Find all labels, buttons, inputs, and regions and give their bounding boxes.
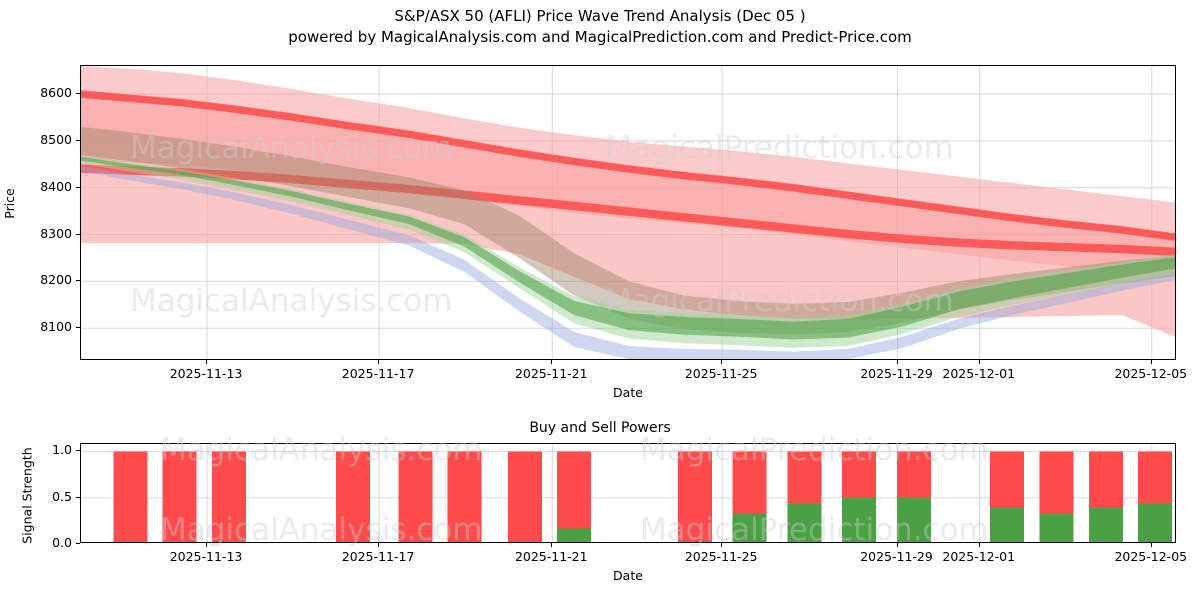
bar-buy-power: [990, 507, 1025, 542]
price-y-tick-mark: [76, 139, 80, 141]
signal-y-tick-label: 1.0: [52, 442, 72, 458]
price-y-tick-label: 8100: [40, 319, 72, 335]
price-x-tick-label: 2025-11-13: [169, 366, 243, 381]
bar-sell-power: [787, 451, 822, 504]
signal-x-tick-label: 2025-12-05: [1114, 549, 1188, 564]
bar-sell-power: [447, 451, 482, 542]
bar-sell-power: [507, 451, 542, 542]
bar-sell-power: [211, 451, 246, 542]
price-y-tick-mark: [76, 280, 80, 282]
page-title: S&P/ASX 50 (AFLI) Price Wave Trend Analy…: [394, 7, 806, 25]
signal-y-tick-label: 0.0: [52, 535, 72, 550]
bar-buy-power: [557, 528, 592, 542]
price-x-tick-mark: [978, 360, 980, 364]
bar-buy-power: [842, 497, 877, 542]
buy-sell-powers-plot: [80, 443, 1176, 543]
price-x-tick-mark: [721, 360, 723, 364]
price-x-tick-mark: [206, 360, 208, 364]
title-block: S&P/ASX 50 (AFLI) Price Wave Trend Analy…: [0, 6, 1200, 48]
bar-buy-power: [896, 497, 931, 542]
signal-x-tick-mark: [378, 543, 380, 547]
bar-sell-power: [896, 451, 931, 498]
price-x-tick-label: 2025-11-29: [860, 366, 933, 381]
signal-x-tick-label: 2025-11-21: [514, 549, 588, 564]
price-x-tick-label: 2025-11-25: [684, 366, 758, 381]
price-y-tick-label: 8500: [40, 131, 72, 147]
signal-y-tick-mark: [76, 450, 80, 452]
bar-sell-power: [1138, 451, 1173, 504]
signal-x-tick-label: 2025-11-13: [169, 549, 243, 564]
bar-sell-power: [990, 451, 1025, 508]
price-x-tick-mark: [896, 360, 898, 364]
signal-x-tick-mark: [1150, 543, 1152, 547]
price-y-tick-label: 8600: [40, 85, 72, 101]
band-mid-red-wave: [81, 164, 1175, 257]
band-green-support-band: [81, 154, 1175, 348]
bar-sell-power: [842, 451, 877, 498]
bar-buy-power: [1138, 503, 1173, 542]
bar-buy-power: [1039, 513, 1074, 542]
price-y-tick-mark: [76, 233, 80, 235]
bar-sell-power: [1088, 451, 1123, 508]
bar-chart-title: Buy and Sell Powers: [529, 420, 671, 436]
price-x-tick-mark: [1150, 360, 1152, 364]
signal-y-tick-mark: [76, 543, 80, 544]
bar-sell-power: [677, 451, 712, 542]
price-x-tick-label: 2025-11-21: [514, 366, 588, 381]
bar-sell-power: [1039, 451, 1074, 514]
signal-x-tick-label: 2025-12-01: [942, 549, 1016, 564]
bar-sell-power: [113, 451, 148, 542]
price-y-tick-mark: [76, 93, 80, 95]
price-x-axis-title: Date: [613, 385, 643, 400]
price-y-tick-mark: [76, 327, 80, 329]
signal-x-tick-mark: [978, 543, 980, 547]
signal-x-tick-mark: [721, 543, 723, 547]
price-wave-plot: [80, 65, 1176, 360]
price-y-tick-mark: [76, 186, 80, 188]
signal-x-tick-mark: [551, 543, 553, 547]
price-x-tick-mark: [378, 360, 380, 364]
bar-sell-power: [732, 451, 767, 514]
signal-y-tick-label: 0.5: [52, 488, 72, 504]
bar-sell-power: [162, 451, 197, 542]
price-x-tick-label: 2025-12-01: [942, 366, 1016, 381]
price-x-tick-mark: [551, 360, 553, 364]
bar-sell-power: [557, 451, 592, 529]
bar-buy-power: [1088, 507, 1123, 542]
price-x-tick-label: 2025-12-05: [1114, 366, 1188, 381]
band-brown-trend-band: [81, 126, 1175, 335]
bar-sell-power: [398, 451, 433, 542]
price-x-tick-label: 2025-11-17: [341, 366, 415, 381]
signal-x-tick-mark: [896, 543, 898, 547]
bar-x-axis-title: Date: [613, 568, 643, 583]
price-y-tick-label: 8400: [40, 178, 72, 194]
signal-x-tick-label: 2025-11-25: [684, 549, 758, 564]
bar-sell-power: [335, 451, 370, 542]
signal-y-tick-mark: [76, 496, 80, 498]
signal-x-tick-mark: [206, 543, 208, 547]
signal-x-tick-label: 2025-11-29: [860, 549, 933, 564]
price-y-tick-label: 8300: [40, 225, 72, 241]
band-blue-band: [81, 166, 1175, 359]
bar-buy-power: [732, 513, 767, 542]
price-y-tick-label: 8200: [40, 272, 72, 288]
signal-x-tick-label: 2025-11-17: [341, 549, 415, 564]
band-green-core: [81, 156, 1175, 340]
bar-buy-power: [787, 503, 822, 542]
band-inner-red-wave: [81, 90, 1175, 241]
page-subtitle: powered by MagicalAnalysis.com and Magic…: [288, 28, 912, 46]
